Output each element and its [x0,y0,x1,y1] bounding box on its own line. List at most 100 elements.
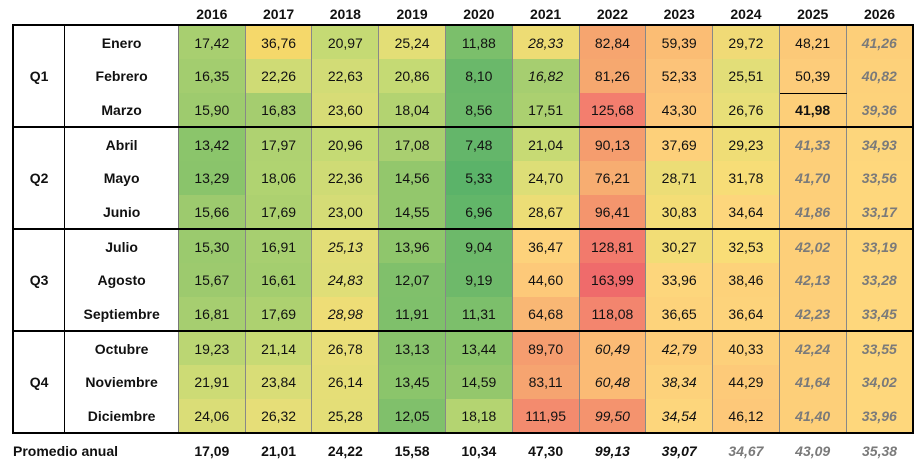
value-cell: 64,68 [512,297,580,332]
value-cell: 38,46 [712,263,780,297]
value-cell: 42,02 [779,228,847,263]
month-label: Febrero [64,59,179,93]
header-blank-month [65,3,179,25]
value-cell: 38,34 [645,365,714,399]
value-cell: 28,67 [512,195,580,230]
month-label: Septiembre [64,297,179,332]
table-body: Q1 Enero 17,42 36,76 20,97 25,24 11,88 28,33 82,… [12,24,914,434]
value-cell: 81,26 [579,59,647,93]
month-label: Julio [64,228,179,263]
value-cell: 37,69 [645,126,714,161]
value-cell: 15,30 [178,228,246,263]
year-header-2025: 2025 [797,5,829,22]
annual-average-value: 21,01 [245,432,312,467]
year-header-2017: 2017 [263,5,295,22]
table-row: Agosto 15,67 16,61 24,83 12,07 9,19 44,60 163,9… [13,263,914,297]
table-row: Marzo 15,90 16,83 23,60 18,04 8,56 17,51 125,68… [13,93,914,128]
value-cell: 8,56 [445,93,513,128]
value-cell: 34,64 [712,195,780,230]
value-cell: 29,72 [712,24,780,59]
value-cell: 22,63 [311,59,380,93]
value-cell: 90,13 [579,126,647,161]
table-row: Diciembre 24,06 26,32 25,28 12,05 18,18 111,95… [13,399,914,434]
value-cell: 12,07 [378,263,446,297]
value-cell: 125,68 [579,93,647,128]
value-cell: 14,56 [378,161,446,195]
value-cell: 33,19 [846,228,914,263]
table-row: Q4 Octubre 19,23 21,14 26,78 13,13 13,44 89,70 6… [12,330,914,433]
value-cell: 8,10 [445,59,513,93]
value-cell: 33,45 [846,297,914,332]
value-cell: 13,45 [378,365,446,399]
value-cell: 26,32 [245,399,313,434]
value-cell: 24,06 [178,399,246,434]
month-label: Abril [64,126,179,161]
table-row: Q1 Enero 17,42 36,76 20,97 25,24 11,88 28,33 82,… [12,24,914,127]
year-header-2024: 2024 [730,5,762,22]
month-label: Junio [64,195,179,230]
value-cell: 16,91 [245,228,313,263]
table-row: Q3 Julio 15,30 16,91 25,13 13,96 9,04 36,47 128,… [12,228,914,331]
year-header-2026: 2026 [863,5,896,22]
value-cell: 36,47 [512,228,580,263]
value-cell: 17,69 [245,297,313,332]
value-cell: 21,14 [245,330,313,365]
table-row: Febrero 16,35 22,26 22,63 20,86 8,10 16,82 81,2… [13,59,914,94]
value-cell: 14,59 [445,365,513,399]
annual-average-value: 39,07 [645,432,713,467]
value-cell: 11,91 [378,297,446,332]
value-cell: 20,96 [311,126,380,161]
value-cell: 76,21 [579,161,647,195]
value-cell: 40,33 [712,330,780,365]
annual-average-value: 24,22 [311,432,379,467]
value-cell: 33,17 [846,195,914,230]
value-cell: 89,70 [512,330,580,365]
value-cell: 41,40 [779,399,847,434]
value-cell: 11,31 [445,297,513,332]
value-cell: 23,60 [311,93,380,128]
table-row: Mayo 13,29 18,06 22,36 14,56 5,33 24,70 76,21 28… [13,161,914,195]
value-cell: 15,66 [178,195,246,230]
value-cell: 24,83 [311,263,380,297]
value-cell: 33,55 [846,330,914,365]
value-cell: 23,84 [245,365,313,399]
value-cell: 41,98 [779,93,847,128]
value-cell: 23,00 [311,195,380,230]
value-cell: 6,96 [445,195,513,230]
value-cell: 17,69 [245,195,313,230]
value-cell: 96,41 [579,195,647,230]
annual-average-label: Promedio anual [13,432,179,467]
value-cell: 15,90 [178,93,246,128]
value-cell: 128,81 [579,228,647,263]
table-row: Noviembre 21,91 23,84 26,14 13,45 14,59 83,11 6… [13,365,914,399]
value-cell: 22,26 [245,59,313,93]
value-cell: 29,23 [712,126,780,161]
month-label: Diciembre [64,399,179,434]
value-cell: 32,53 [712,228,780,263]
table-row: Septiembre 16,81 17,69 28,98 11,91 11,31 64,68… [13,297,914,332]
value-cell: 34,93 [846,126,914,161]
value-cell: 16,82 [512,59,580,93]
quarter-label: Q2 [12,126,66,229]
value-cell: 9,19 [445,263,513,297]
value-cell: 41,33 [779,126,847,161]
year-header-2019: 2019 [396,5,428,22]
value-cell: 42,79 [645,330,714,365]
value-cell: 41,64 [779,365,847,399]
value-cell: 11,88 [445,24,513,59]
value-cell: 33,56 [846,161,914,195]
month-label: Mayo [64,161,179,195]
value-cell: 13,29 [178,161,246,195]
quarter-label: Q4 [12,330,66,433]
value-cell: 33,28 [846,263,914,297]
quarter-label: Q1 [12,24,66,127]
year-header-2018: 2018 [329,5,361,22]
value-cell: 31,78 [712,161,780,195]
value-cell: 17,08 [378,126,446,161]
value-cell: 15,67 [178,263,246,297]
annual-average-value: 17,09 [178,432,246,467]
value-cell: 48,21 [779,24,847,59]
value-cell: 118,08 [579,297,647,332]
annual-average-value: 99,13 [579,432,646,467]
value-cell: 17,42 [178,24,246,59]
